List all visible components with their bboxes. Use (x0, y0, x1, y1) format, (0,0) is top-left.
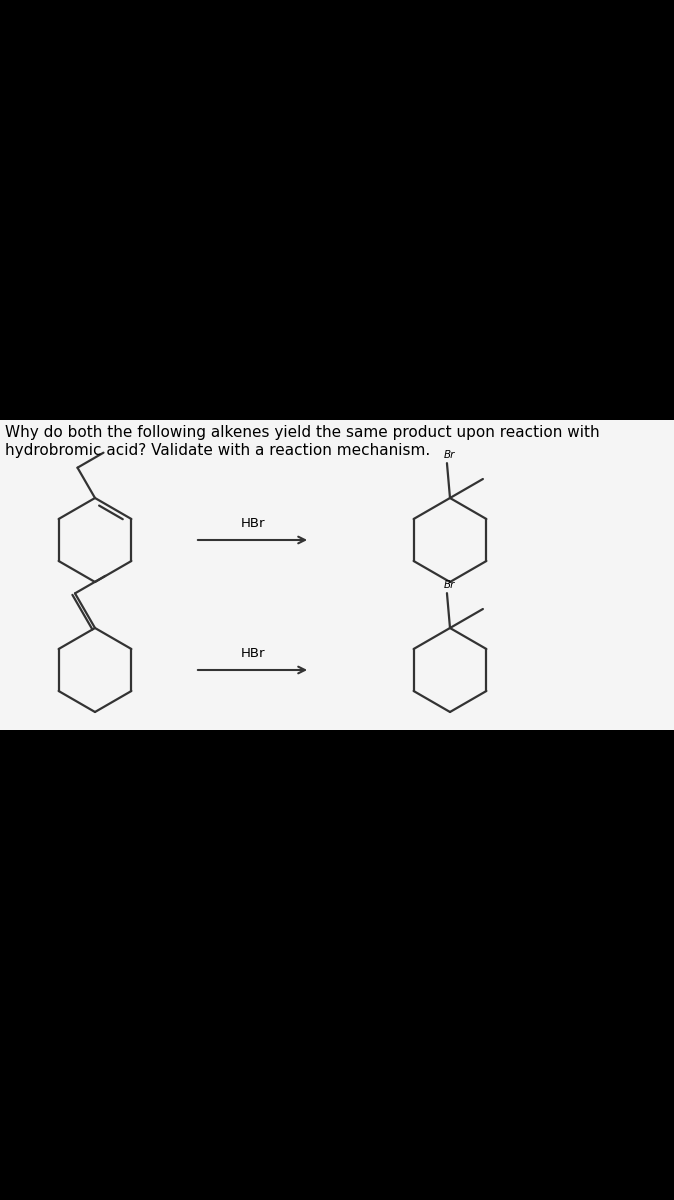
Text: Br: Br (444, 450, 456, 460)
Text: Br: Br (444, 580, 456, 590)
Text: HBr: HBr (240, 647, 265, 660)
Text: Why do both the following alkenes yield the same product upon reaction with: Why do both the following alkenes yield … (5, 425, 600, 440)
Text: hydrobromic acid? Validate with a reaction mechanism.: hydrobromic acid? Validate with a reacti… (5, 443, 430, 458)
Text: HBr: HBr (240, 517, 265, 530)
